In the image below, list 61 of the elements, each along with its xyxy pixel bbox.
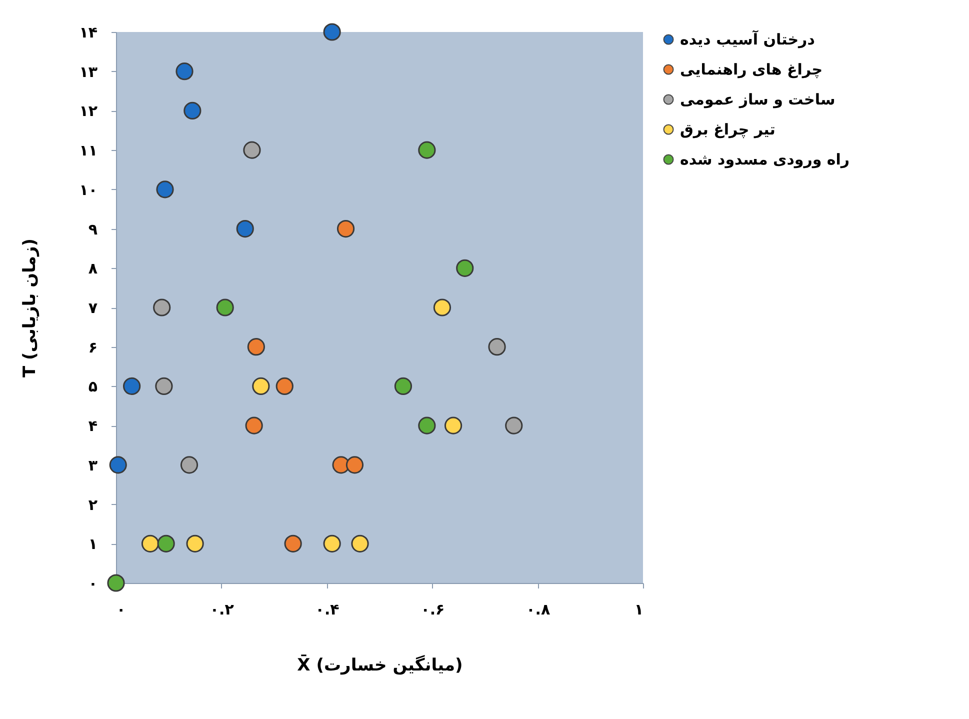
point	[444, 416, 462, 434]
point	[186, 534, 204, 552]
x-tick-label: ۰	[116, 600, 126, 618]
x-tick-label: ۰.۴	[315, 600, 340, 618]
point	[505, 416, 523, 434]
point	[247, 338, 265, 356]
y-tick-label: ۷	[88, 299, 98, 317]
point	[236, 220, 254, 238]
y-tick-label: ۱۰	[79, 180, 98, 199]
point	[336, 220, 355, 238]
point	[157, 534, 175, 552]
point	[141, 534, 160, 552]
y-tick-label: ۱۴	[79, 24, 98, 42]
x-tick-label: ۱	[634, 600, 644, 618]
y-tick-label: ۱۳	[79, 62, 98, 81]
legend-label: چراغ های راهنمایی	[680, 60, 823, 78]
point	[107, 574, 125, 592]
point	[123, 377, 141, 396]
point	[252, 377, 270, 396]
point	[323, 534, 341, 552]
point	[184, 102, 202, 120]
point	[180, 456, 198, 474]
point	[245, 416, 263, 434]
legend-label: راه ورودی مسدود شده	[680, 150, 850, 168]
x-tick-label: ۰.۶	[420, 600, 445, 618]
point	[346, 456, 364, 474]
point	[351, 534, 369, 552]
point	[433, 298, 452, 316]
point	[284, 534, 302, 552]
x-tick-label: ۰.۸	[526, 600, 550, 618]
legend-label: درختان آسیب دیده	[680, 30, 816, 48]
point	[153, 298, 171, 316]
y-tick-label: ۵	[88, 378, 98, 396]
y-axis-title: T (زمان بازیابی)	[20, 238, 40, 378]
point	[418, 141, 436, 159]
y-tick-label: ۶	[88, 338, 98, 356]
point	[156, 180, 174, 198]
legend-label: ساخت و ساز عمومی	[680, 90, 836, 108]
x-axis-title: X̄ (میانگین خسارت)	[297, 654, 463, 676]
y-tick-label: ۱۲	[79, 102, 98, 120]
y-tick-label: ۹	[88, 220, 98, 238]
y-tick-label: ۰	[88, 574, 98, 592]
point	[243, 141, 261, 159]
y-tick-label: ۴	[88, 417, 98, 436]
point	[276, 377, 294, 396]
y-tick-label: ۸	[88, 260, 98, 278]
point	[418, 416, 436, 434]
legend-label: تیر چراغ برق	[680, 120, 776, 138]
point	[456, 259, 474, 277]
x-tick-label: ۰.۲	[210, 600, 234, 618]
point	[155, 377, 173, 396]
y-tick-label: ۳	[88, 456, 98, 474]
y-tick-label: ۲	[88, 496, 98, 514]
point	[216, 298, 234, 316]
point	[488, 338, 506, 356]
y-tick-label: ۱۱	[79, 142, 98, 160]
y-tick-label: ۱	[88, 535, 98, 554]
point	[109, 456, 127, 474]
point	[323, 23, 341, 41]
point	[176, 62, 194, 80]
point	[394, 377, 412, 396]
